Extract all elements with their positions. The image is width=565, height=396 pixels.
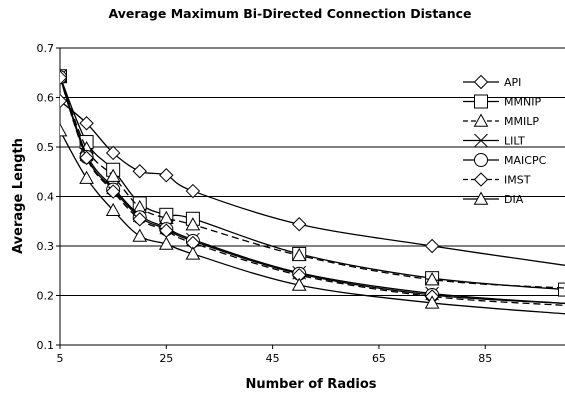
legend-item-maicpc: MAICPC [463, 153, 547, 167]
data-point-api [185, 183, 201, 199]
series-line-imst [60, 77, 565, 307]
y-tick-label: 0.5 [37, 141, 55, 154]
data-point-dia [185, 246, 201, 260]
data-point-dia [79, 170, 94, 184]
data-point-imst [132, 212, 147, 227]
legend-marker-api [473, 74, 489, 90]
series-imst [60, 70, 565, 307]
data-point-dia [158, 236, 174, 250]
y-tick-label: 0.6 [37, 92, 55, 105]
legend-label-mmnip: MMNIP [504, 96, 541, 109]
series-maicpc [60, 70, 565, 305]
data-point-api [79, 116, 94, 131]
legend-marker-imst [473, 172, 489, 187]
x-axis-label: Number of Radios [245, 377, 376, 392]
data-point-dia [132, 228, 148, 242]
legend-item-dia: DIA [463, 191, 524, 206]
legend-marker-lilt [474, 133, 488, 148]
data-point-api [424, 238, 440, 254]
x-tick-label: 85 [478, 352, 492, 365]
data-point-imst [79, 150, 94, 166]
legend-marker-dia [473, 191, 489, 205]
data-point-dia [60, 123, 68, 137]
legend: API MMNIP MMILP LILT MAICPC IMST DIA [463, 74, 547, 206]
series-mmnip [60, 69, 565, 297]
x-tick-label: 45 [266, 352, 280, 365]
series-line-lilt [60, 76, 565, 305]
data-point-dia [291, 277, 307, 291]
data-point-api [105, 145, 121, 161]
legend-label-dia: DIA [504, 193, 524, 206]
data-point-imst [60, 70, 68, 85]
data-point-mmilp [291, 247, 307, 262]
y-tick-label: 0.1 [37, 339, 55, 352]
data-point-mmilp [185, 217, 201, 231]
legend-marker-mmilp [473, 113, 489, 127]
legend-marker-maicpc [474, 153, 488, 167]
data-point-api [60, 93, 68, 109]
y-tick-label: 0.3 [37, 240, 55, 253]
legend-label-lilt: LILT [504, 135, 525, 148]
series-line-maicpc [60, 76, 565, 305]
data-point-imst [105, 184, 121, 199]
legend-label-maicpc: MAICPC [504, 154, 547, 167]
data-point-dia [424, 295, 440, 309]
chart-title: Average Maximum Bi-Directed Connection D… [108, 6, 471, 21]
data-point-mmnip [558, 282, 565, 297]
x-tick-label: 5 [57, 352, 64, 365]
x-tick-label: 65 [372, 352, 386, 365]
series-group [60, 69, 565, 315]
data-point-dia [105, 202, 121, 217]
data-point-api [132, 164, 147, 179]
legend-item-imst: IMST [463, 172, 531, 187]
data-point-api [292, 217, 307, 232]
series-api [60, 93, 565, 266]
tick-labels: 0.1 0.2 0.3 0.4 0.5 0.6 0.7 5 25 45 65 85 [37, 42, 493, 365]
x-tick-label: 25 [159, 352, 173, 365]
data-point-mmilp [424, 272, 440, 286]
y-tick-label: 0.2 [37, 290, 55, 303]
series-lilt [60, 69, 565, 305]
data-point-mmilp [105, 168, 121, 182]
legend-label-api: API [504, 76, 521, 89]
series-line-mmnip [60, 75, 565, 291]
data-point-api [159, 168, 174, 183]
legend-item-api: API [463, 74, 521, 90]
legend-marker-mmnip [474, 94, 488, 109]
legend-label-imst: IMST [504, 174, 531, 187]
legend-label-mmilp: MMILP [504, 115, 539, 128]
legend-item-lilt: LILT [463, 133, 525, 148]
y-tick-label: 0.7 [37, 42, 55, 55]
y-axis-label: Average Length [11, 138, 26, 254]
legend-item-mmnip: MMNIP [463, 94, 541, 109]
y-tick-label: 0.4 [37, 191, 55, 204]
series-dia [60, 123, 565, 315]
legend-item-mmilp: MMILP [463, 113, 539, 128]
marker-stroke [474, 133, 488, 148]
